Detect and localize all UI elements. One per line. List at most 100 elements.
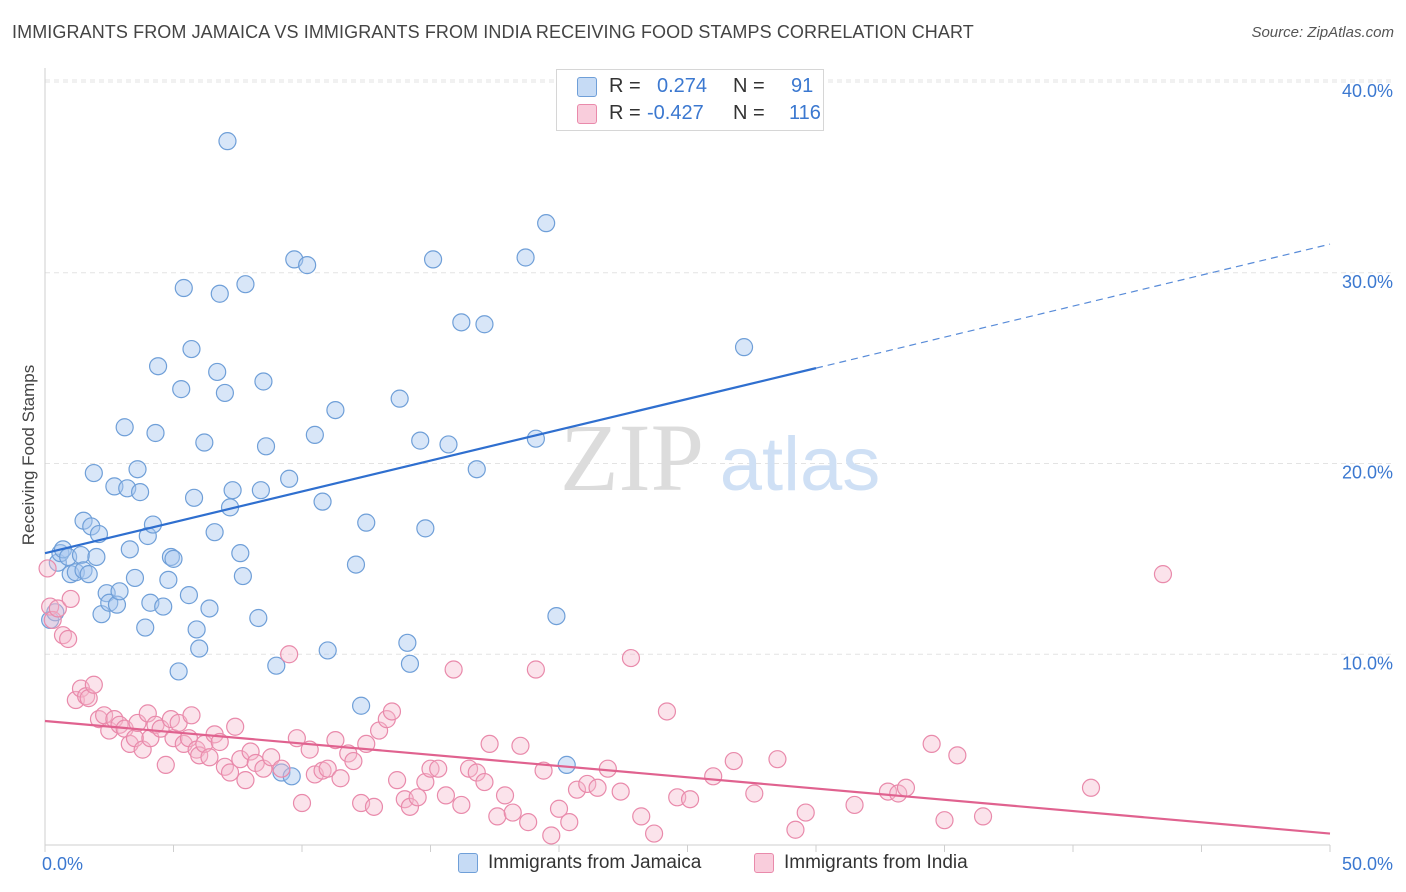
point-jamaica	[326, 400, 345, 420]
point-jamaica	[557, 755, 576, 774]
bottom-legend-swatch-india	[754, 853, 774, 873]
bottom-legend-label-india: Immigrants from India	[784, 852, 968, 873]
point-jamaica	[87, 547, 106, 567]
bottom-legend-label-jamaica: Immigrants from Jamaica	[488, 852, 702, 873]
point-jamaica	[71, 545, 91, 565]
point-india	[611, 782, 630, 801]
y-tick-label: 20.0%	[1342, 463, 1393, 483]
point-india	[534, 761, 553, 780]
point-india	[632, 807, 651, 826]
chart-title: IMMIGRANTS FROM JAMAICA VS IMMIGRANTS FR…	[12, 22, 974, 42]
point-india	[560, 813, 579, 832]
point-jamaica	[208, 362, 227, 382]
legend-n-label: N =	[733, 75, 765, 97]
y-tick-label: 40.0%	[1342, 81, 1393, 101]
series-jamaica	[41, 132, 754, 786]
point-india	[84, 675, 103, 694]
point-jamaica	[537, 214, 556, 233]
legend-swatch-jamaica	[577, 77, 597, 97]
point-india	[436, 786, 456, 805]
point-jamaica	[215, 383, 234, 403]
point-jamaica	[256, 437, 276, 456]
point-india	[38, 559, 57, 578]
point-india	[467, 763, 486, 782]
point-jamaica	[231, 544, 250, 563]
tick-labels: 10.0% 20.0% 30.0% 40.0% 0.0% 50.0%	[42, 81, 1393, 874]
point-jamaica	[184, 488, 204, 507]
point-india	[1153, 565, 1173, 584]
point-jamaica	[143, 515, 163, 534]
point-india	[318, 759, 337, 778]
point-india	[220, 763, 240, 782]
point-india	[542, 826, 561, 845]
point-jamaica	[136, 618, 155, 637]
point-india	[935, 811, 954, 830]
point-jamaica	[411, 431, 430, 450]
point-jamaica	[305, 425, 324, 444]
trend-line-jamaica	[44, 367, 817, 555]
y-tick-label: 30.0%	[1342, 272, 1393, 292]
point-jamaica	[128, 460, 147, 479]
point-india	[200, 748, 219, 767]
point-india	[567, 780, 587, 799]
point-india	[416, 772, 435, 792]
source-label: Source: ZipAtlas.com	[1251, 24, 1394, 41]
point-jamaica	[115, 418, 134, 437]
point-india	[262, 748, 281, 767]
point-india	[182, 706, 201, 725]
point-jamaica	[516, 248, 535, 267]
point-jamaica	[161, 547, 181, 567]
point-jamaica	[547, 606, 566, 626]
point-india	[48, 599, 67, 618]
point-india	[331, 769, 350, 788]
point-india	[768, 750, 787, 769]
point-india	[704, 767, 723, 786]
point-jamaica	[272, 763, 291, 782]
point-jamaica	[280, 469, 299, 488]
point-india	[644, 824, 664, 843]
point-india	[344, 751, 363, 771]
legend-r-value-india: -0.427	[647, 102, 704, 124]
point-india	[43, 610, 62, 630]
point-jamaica	[205, 523, 224, 542]
point-jamaica	[146, 423, 165, 443]
point-jamaica	[390, 389, 409, 408]
point-india	[1081, 778, 1101, 797]
trend-lines	[44, 243, 1331, 835]
point-india	[588, 778, 607, 797]
point-jamaica	[267, 656, 286, 675]
point-jamaica	[218, 132, 237, 151]
point-jamaica	[423, 250, 443, 269]
axes	[44, 68, 1331, 852]
trend-line-india	[44, 719, 1331, 835]
point-jamaica	[120, 540, 139, 559]
correlation-legend: R = 0.274 N = 91 R = -0.427 N = 116	[556, 69, 824, 131]
point-india	[578, 774, 597, 794]
point-india	[796, 803, 815, 822]
point-india	[475, 772, 494, 792]
bottom-legend-swatch-jamaica	[458, 853, 478, 873]
point-india	[495, 786, 515, 805]
point-jamaica	[200, 599, 219, 618]
point-jamaica	[84, 463, 103, 483]
point-jamaica	[148, 357, 168, 376]
y-tick-label: 10.0%	[1342, 653, 1393, 673]
point-india	[452, 795, 471, 815]
point-india	[488, 807, 507, 826]
legend-swatch-india	[577, 104, 597, 124]
point-jamaica	[318, 641, 337, 660]
point-jamaica	[416, 519, 435, 538]
point-jamaica	[164, 549, 183, 568]
point-india	[519, 813, 538, 832]
point-jamaica	[233, 566, 252, 586]
point-india	[503, 803, 522, 822]
point-india	[280, 645, 299, 664]
point-jamaica	[357, 513, 376, 532]
point-india	[421, 759, 440, 778]
point-india	[364, 797, 384, 816]
point-india	[948, 746, 967, 765]
point-india	[236, 771, 255, 790]
trend-line-jamaica-extension	[815, 243, 1331, 369]
point-india	[226, 717, 245, 736]
